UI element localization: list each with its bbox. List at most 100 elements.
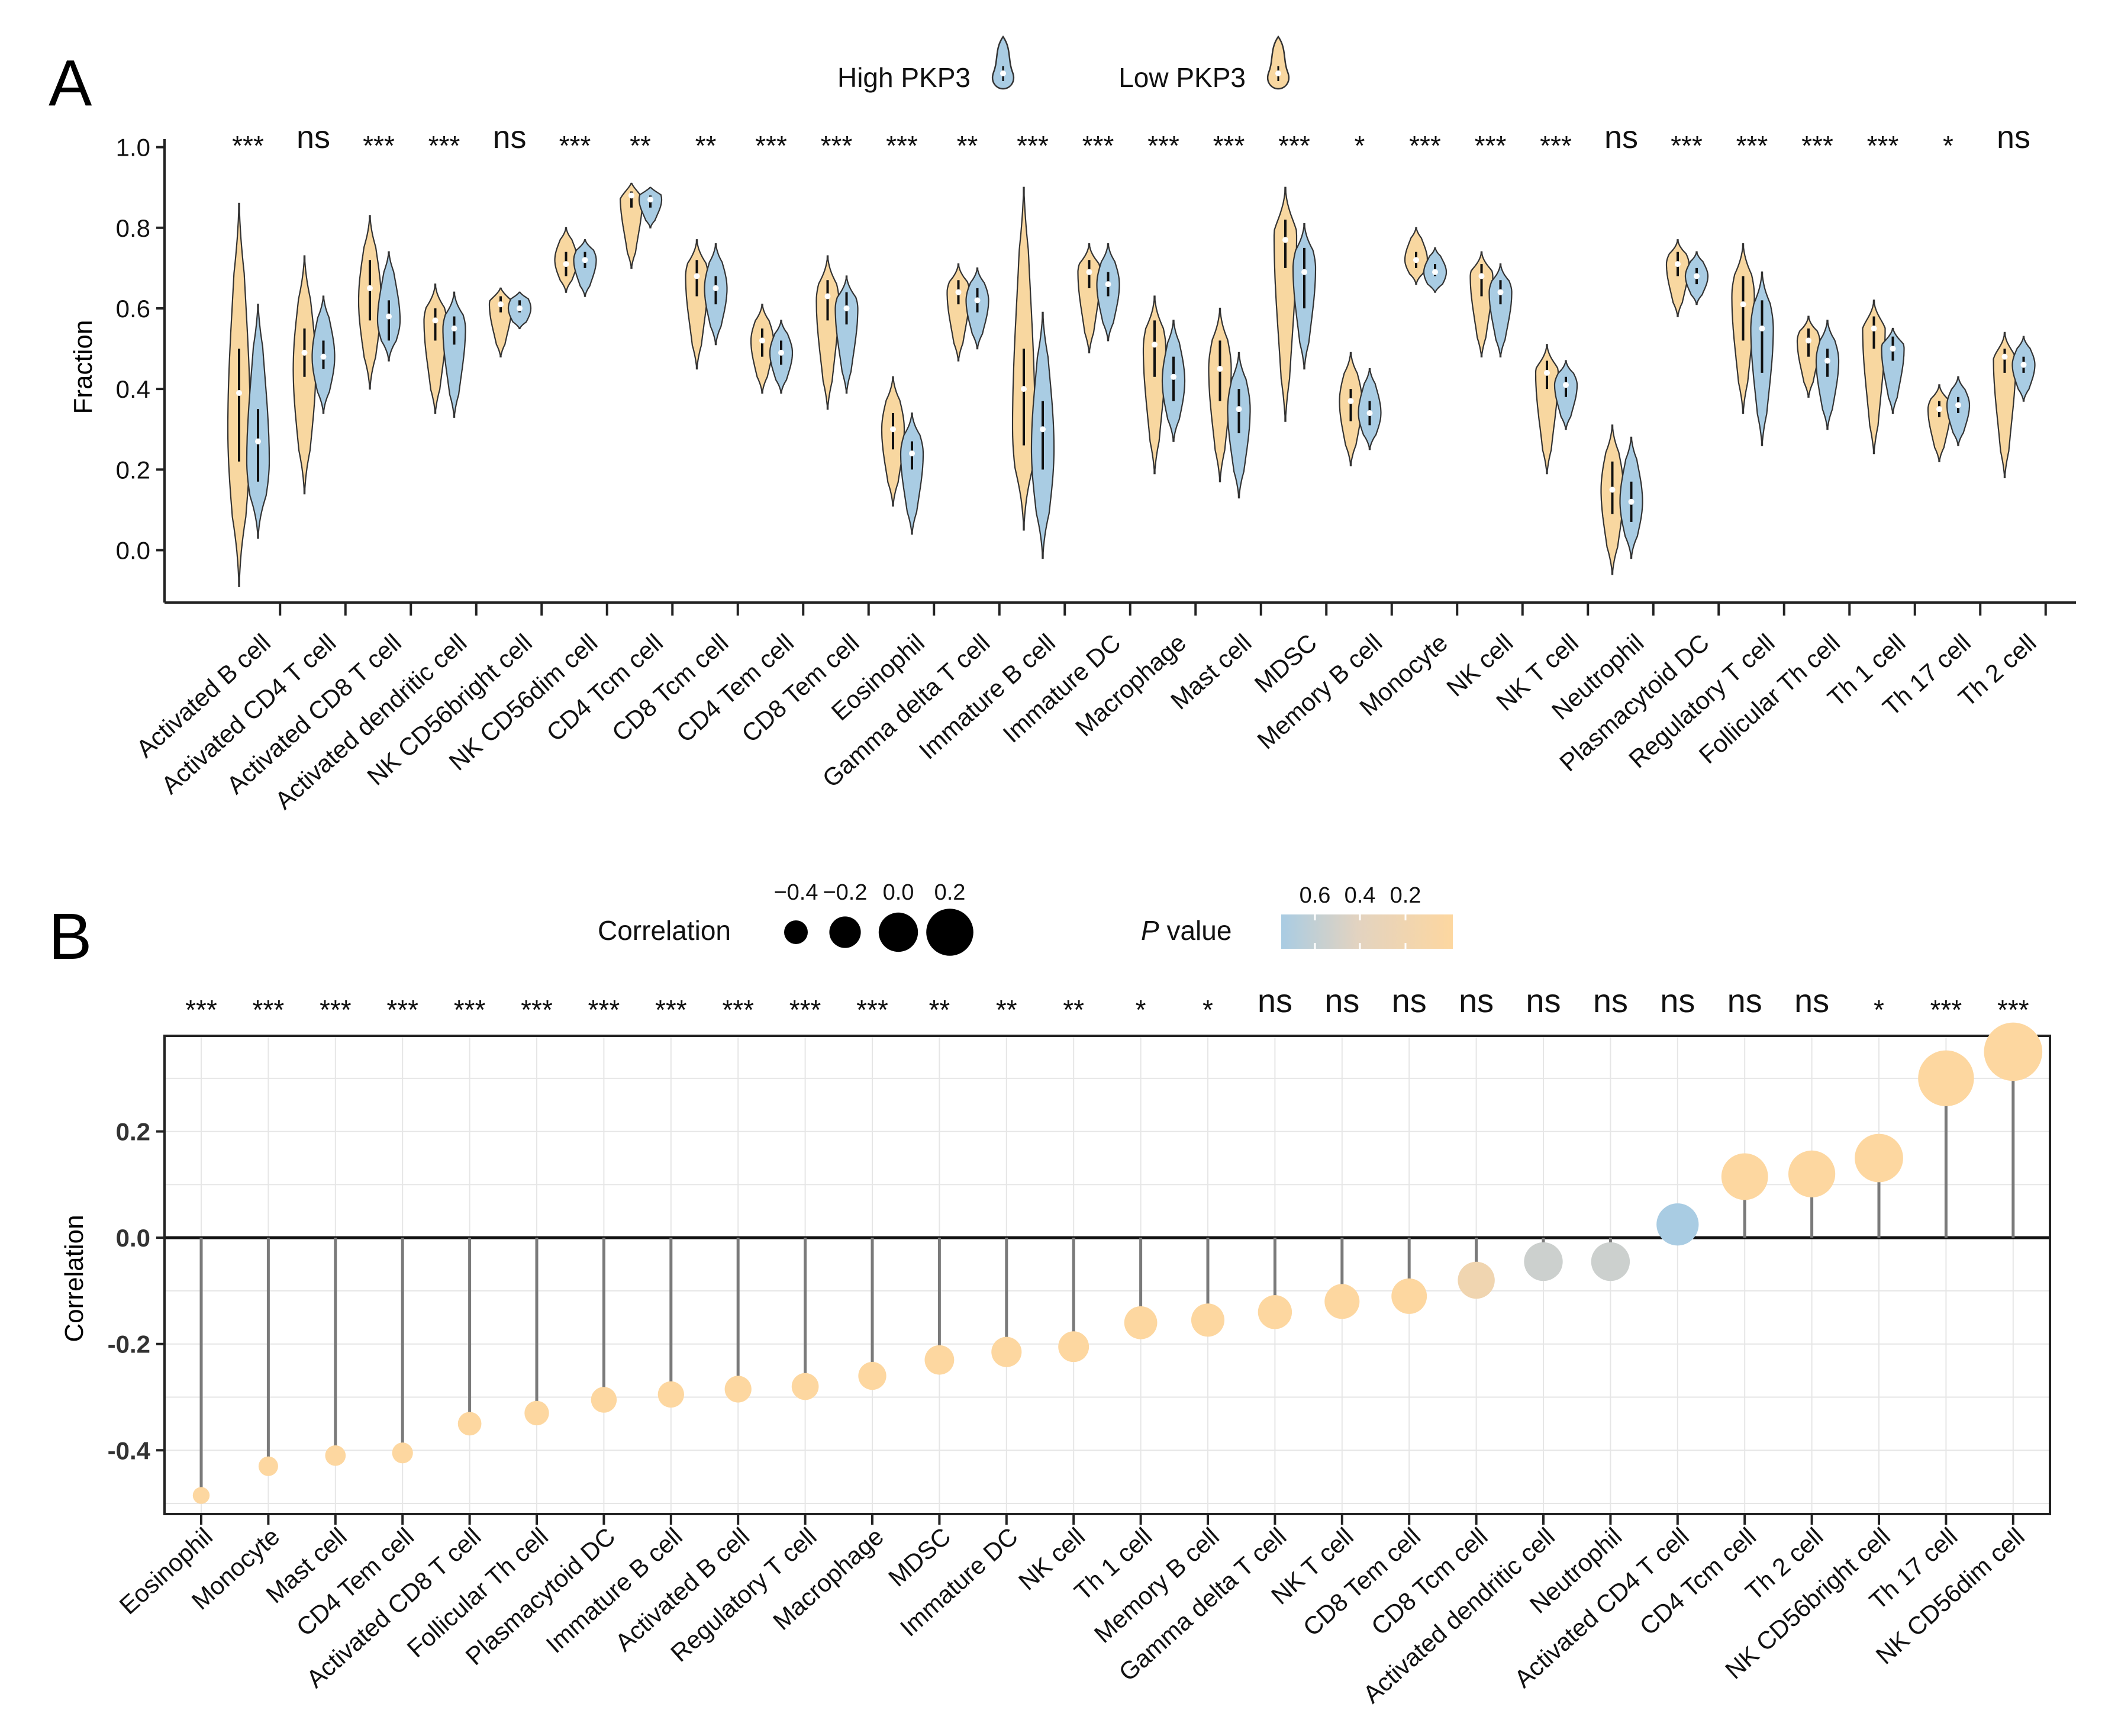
violin-high (507, 291, 532, 330)
violin-body (619, 182, 644, 269)
violin-median-dot (1086, 269, 1092, 275)
violin-median-dot (320, 353, 327, 360)
violin-high (638, 186, 663, 228)
plot-frame-b (163, 1035, 2051, 1515)
legend-color-title-rest: value (1159, 915, 1232, 946)
significance-label-b: *** (1930, 994, 1962, 1025)
violin-median-dot (1563, 382, 1569, 388)
significance-label-b: *** (789, 994, 821, 1025)
legend-size-dot (784, 920, 808, 944)
legend-size-dot (878, 912, 918, 952)
significance-label-a: *** (1671, 130, 1703, 161)
significance-label-a: ns (1604, 120, 1638, 155)
significance-label-b: * (1136, 994, 1146, 1025)
significance-label-b: ns (1392, 982, 1427, 1019)
y-ticks-a: 1.0 0.8 0.6 0.4 0.2 0.0 (116, 134, 165, 564)
y-tick-label-a: 0.8 (116, 214, 150, 242)
violin-low (227, 202, 252, 587)
x-tick-label-b: Immature DC (895, 1522, 1023, 1642)
significance-label-b: ** (996, 994, 1017, 1025)
violin-median-dot (1040, 426, 1046, 433)
legend-size-label: 0.0 (883, 880, 914, 905)
violin-high (1161, 320, 1186, 442)
violin-low (815, 255, 840, 410)
violin-median-dot (1282, 237, 1288, 243)
violin-low (1600, 424, 1624, 575)
legend-color-label: 0.6 (1300, 883, 1331, 908)
violin-high (834, 275, 859, 394)
violin-low (1469, 251, 1494, 357)
significance-label-b: *** (386, 994, 418, 1025)
violin-median-dot (824, 293, 831, 299)
significance-label-b: *** (1997, 994, 2029, 1025)
violin-high (311, 295, 336, 414)
violin-median-dot (1544, 369, 1550, 376)
violin-high (1750, 271, 1774, 446)
significance-label-b: ns (1324, 982, 1359, 1019)
y-tick-label-a: 0.4 (116, 375, 150, 403)
violin-median-dot (2020, 362, 2027, 368)
violin-low (1862, 299, 1886, 455)
violin-low (1011, 186, 1036, 531)
violin-median-dot (628, 192, 634, 199)
violin-high (246, 304, 270, 539)
panel-a-violin-chart: High PKP3 Low PKP3 *** ns *** *** ns *** ** ** **… (69, 35, 2076, 814)
violin-body (1077, 243, 1101, 353)
significance-label-b: *** (722, 994, 754, 1025)
significance-label-b: ns (1794, 982, 1829, 1019)
violin-body (1665, 239, 1690, 317)
violin-low (554, 227, 578, 293)
violin-median-dot (1890, 346, 1896, 352)
significance-label-b: ns (1459, 982, 1494, 1019)
violin-median-dot (1675, 261, 1681, 268)
significance-label-a: *** (1867, 130, 1899, 161)
violin-median-dot (451, 326, 457, 332)
violin-median-dot (1413, 257, 1419, 263)
violin-median-dot (1806, 337, 1811, 344)
x-tick-label-b: CD8 Tem cell (1298, 1522, 1426, 1642)
violin-median-dot (1236, 406, 1242, 413)
violin-low (1731, 243, 1755, 414)
violin-median-dot (1217, 366, 1223, 372)
violin-low (488, 287, 513, 357)
violin-median-dot (890, 426, 896, 433)
violin-median-dot (647, 197, 653, 203)
violin-body (1534, 344, 1559, 475)
lollipop-point (1855, 1133, 1903, 1183)
significance-label-a: *** (1475, 130, 1507, 161)
lollipop-point (591, 1387, 617, 1413)
violin-median-dot (1301, 269, 1307, 275)
violin-median-dot (1432, 269, 1438, 275)
significance-label-b: *** (856, 994, 888, 1025)
lollipop-point (858, 1361, 886, 1390)
lollipop-point (1391, 1278, 1427, 1314)
violin-median-dot (843, 305, 850, 311)
lollipop-point (991, 1336, 1022, 1367)
legend-color-label: 0.2 (1390, 883, 1421, 908)
significance-row-b: *** *** *** *** *** *** *** *** *** *** *** ** ** ** *… (185, 982, 2029, 1025)
violin-low (685, 239, 709, 370)
violin-median-dot (1366, 410, 1373, 416)
lollipop-point (1721, 1153, 1768, 1200)
y-axis-title-b: Correlation (60, 1215, 89, 1342)
y-tick-label-a: 0.0 (116, 536, 150, 564)
violin-body (1862, 299, 1886, 455)
lollipop-point (1058, 1331, 1089, 1363)
significance-label-a: *** (755, 130, 787, 161)
lollipop-point (1191, 1303, 1225, 1337)
violin-median-dot (1609, 487, 1616, 493)
violin-high (1227, 352, 1251, 499)
violin-low (1339, 352, 1363, 466)
legend-median-dot (1275, 70, 1281, 76)
lollipop-point (192, 1487, 210, 1504)
violin-median-dot (563, 261, 569, 268)
violin-body (1488, 263, 1513, 357)
significance-label-b: ** (1063, 994, 1084, 1025)
significance-label-b: ns (1660, 982, 1695, 1019)
legend-size-label: −0.2 (823, 880, 867, 905)
violin-median-dot (1105, 281, 1111, 288)
violin-body (488, 287, 513, 357)
significance-label-a: ** (630, 130, 651, 161)
significance-label-a: *** (1409, 130, 1441, 161)
significance-label-b: ns (1727, 982, 1762, 1019)
